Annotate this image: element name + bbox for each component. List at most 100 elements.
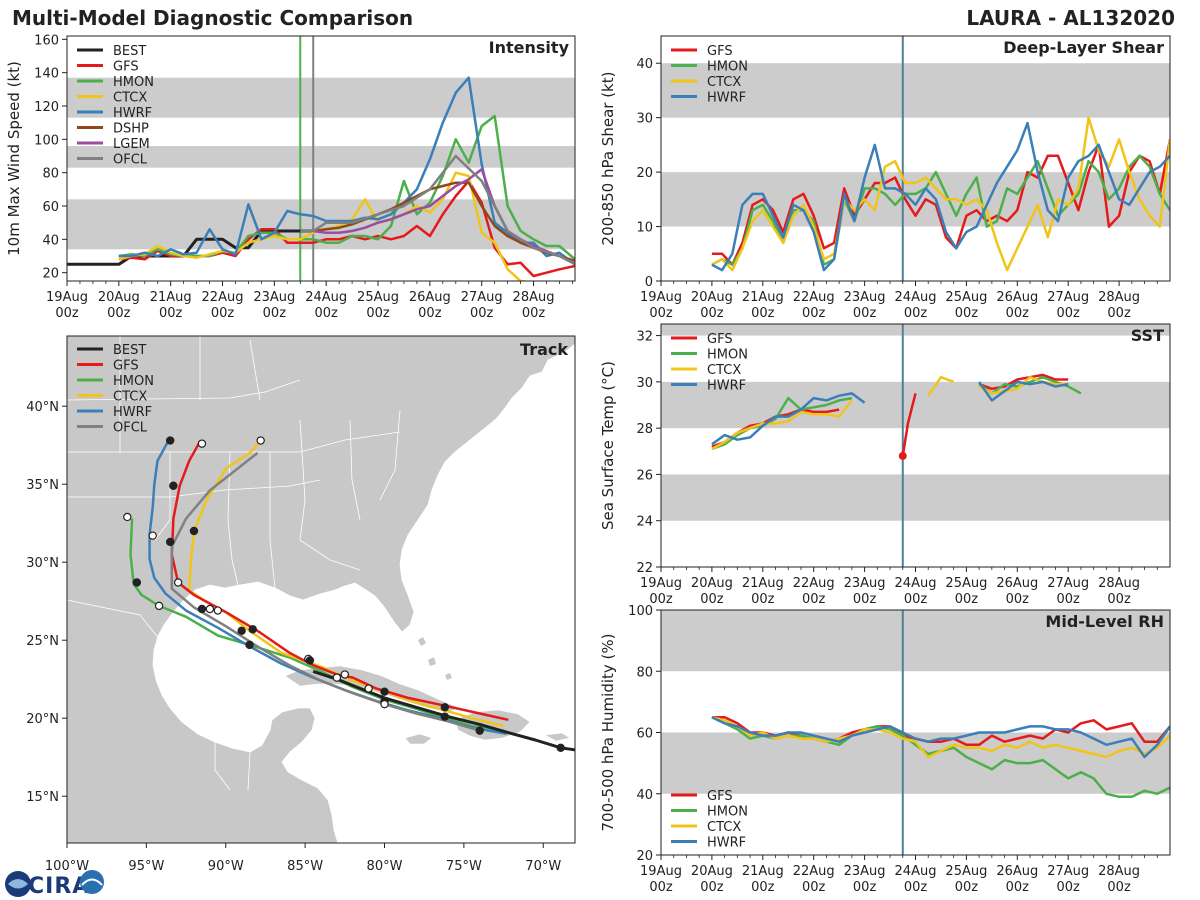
shear-series bbox=[711, 116, 1170, 272]
sst-xtick-label: 00z bbox=[700, 592, 724, 607]
intensity-xtick-label: 28Aug bbox=[513, 290, 555, 305]
shear-line-gfs bbox=[711, 139, 1170, 266]
track-xtick-label: 85°W bbox=[287, 859, 323, 874]
rh-ytick-label: 40 bbox=[636, 788, 653, 803]
sst-xtick-label: 00z bbox=[1006, 592, 1030, 607]
shear-frame bbox=[660, 35, 1171, 282]
sst-ylabel: Sea Surface Temp (°C) bbox=[599, 361, 617, 530]
shear-xtick-label: 19Aug bbox=[640, 290, 682, 305]
sst-xtick-label: 00z bbox=[904, 592, 928, 607]
rh-ytick-label: 60 bbox=[636, 727, 653, 742]
track-marker-hwrf bbox=[197, 604, 207, 614]
sst-xtick-label: 27Aug bbox=[1047, 576, 1089, 591]
sst-line-gfs bbox=[978, 373, 1069, 391]
track-xtick-label: 95°W bbox=[128, 859, 164, 874]
track-marker-gfs bbox=[197, 439, 207, 448]
sst-legend-label-hwrf: HWRF bbox=[707, 379, 746, 394]
land-puerto-rico bbox=[544, 732, 571, 742]
intensity-ytick-label: 40 bbox=[42, 233, 59, 248]
track-marker-ofcl bbox=[305, 656, 315, 665]
sst-marker-gfs bbox=[898, 451, 907, 460]
track-marker-hmon bbox=[132, 578, 142, 587]
rh-ytick-label: 80 bbox=[636, 665, 653, 680]
track-legend-label-ofcl: OFCL bbox=[113, 421, 148, 436]
track-marker-hmon bbox=[364, 684, 373, 693]
rh-xtick-label: 00z bbox=[802, 880, 826, 895]
track-legend-label-ctcx: CTCX bbox=[113, 390, 147, 405]
rh-band bbox=[661, 610, 1170, 672]
rh-xtick-label: 26Aug bbox=[996, 864, 1038, 879]
intensity-title: Intensity bbox=[489, 38, 570, 57]
track-series bbox=[123, 436, 575, 753]
logo-swirl-icon bbox=[8, 879, 28, 889]
track-frame bbox=[66, 335, 576, 844]
shear-ylabel: 200-850 hPa Shear (kt) bbox=[599, 72, 617, 246]
rh-xtick-label: 00z bbox=[1057, 880, 1081, 895]
track-ytick-label: 40°N bbox=[26, 400, 59, 415]
shear-xtick-label: 27Aug bbox=[1047, 290, 1089, 305]
intensity-xtick-label: 00z bbox=[263, 306, 287, 321]
sst-xtick-label: 00z bbox=[1057, 592, 1081, 607]
shear-legend-label-gfs: GFS bbox=[707, 44, 733, 59]
sst-line-gfs bbox=[901, 393, 917, 457]
track-marker-gfs bbox=[173, 578, 183, 587]
sst-line-ctcx bbox=[711, 399, 853, 451]
intensity-ytick-label: 160 bbox=[34, 33, 59, 48]
figure-title: Multi-Model Diagnostic Comparison bbox=[12, 6, 413, 30]
shear-xtick-label: 28Aug bbox=[1098, 290, 1140, 305]
rh-xtick-label: 00z bbox=[853, 880, 877, 895]
intensity-panel: 19Aug00z20Aug00z21Aug00z22Aug00z23Aug00z… bbox=[5, 33, 576, 321]
track-panel: Track 100°W 95°W 90°W 85°W 80°W 75°W 70°W 15°N 2… bbox=[26, 335, 576, 874]
sst-xtick-label: 22Aug bbox=[793, 576, 835, 591]
track-marker-ofcl bbox=[475, 726, 484, 735]
track-marker-gfs bbox=[340, 670, 350, 679]
track-legend-label-gfs: GFS bbox=[113, 359, 139, 374]
track-xtick-label: 100°W bbox=[45, 859, 89, 874]
intensity-band bbox=[67, 77, 575, 118]
sst-line-hwrf bbox=[978, 380, 1069, 402]
sst-legend-label-gfs: GFS bbox=[707, 332, 733, 347]
track-title: Track bbox=[520, 340, 568, 359]
shear-xtick-label: 21Aug bbox=[742, 290, 784, 305]
rh-xtick-label: 00z bbox=[700, 880, 724, 895]
track-marker-ofcl bbox=[165, 537, 175, 547]
intensity-line-hmon bbox=[118, 114, 575, 261]
sst-xtick-label: 20Aug bbox=[691, 576, 733, 591]
shear-line-ctcx bbox=[711, 116, 1170, 272]
sst-xtick-label: 00z bbox=[649, 592, 673, 607]
intensity-legend-label-lgem: LGEM bbox=[113, 137, 150, 152]
intensity-ytick-label: 140 bbox=[34, 67, 59, 82]
shear-legend-label-hwrf: HWRF bbox=[707, 91, 746, 106]
intensity-legend-label-ctcx: CTCX bbox=[113, 91, 147, 106]
sst-xtick-label: 26Aug bbox=[996, 576, 1038, 591]
intensity-ytick-label: 100 bbox=[34, 133, 59, 148]
intensity-xtick-label: 00z bbox=[314, 306, 338, 321]
sst-series bbox=[711, 373, 1082, 460]
intensity-xtick-label: 00z bbox=[366, 306, 390, 321]
rh-xtick-label: 00z bbox=[904, 880, 928, 895]
intensity-legend-label-dshp: DSHP bbox=[113, 122, 149, 137]
storm-id: LAURA - AL132020 bbox=[966, 6, 1175, 30]
rh-panel: 19Aug00z20Aug00z21Aug00z22Aug00z23Aug00z… bbox=[599, 604, 1171, 895]
sst-line-hwrf bbox=[711, 392, 866, 446]
shear-xtick-label: 00z bbox=[1006, 306, 1030, 321]
shear-xtick-label: 00z bbox=[1107, 306, 1131, 321]
sst-xtick-label: 00z bbox=[955, 592, 979, 607]
rh-xtick-label: 00z bbox=[955, 880, 979, 895]
rh-xtick-label: 19Aug bbox=[640, 864, 682, 879]
sst-legend-label-hmon: HMON bbox=[707, 348, 748, 363]
track-marker-hmon bbox=[154, 601, 164, 611]
shear-band bbox=[661, 63, 1170, 118]
rh-ytick-label: 20 bbox=[636, 849, 653, 864]
track-marker-hmon bbox=[440, 712, 450, 721]
track-ytick-label: 15°N bbox=[26, 790, 59, 805]
rh-line-ctcx bbox=[711, 715, 1170, 759]
shear-line-hwrf bbox=[711, 121, 1170, 272]
shear-xtick-label: 26Aug bbox=[996, 290, 1038, 305]
intensity-xtick-label: 00z bbox=[470, 306, 494, 321]
political-borders bbox=[67, 336, 401, 791]
intensity-line-ofcl bbox=[300, 154, 575, 266]
shear-band bbox=[661, 172, 1170, 227]
track-legend-label-hmon: HMON bbox=[113, 374, 154, 389]
